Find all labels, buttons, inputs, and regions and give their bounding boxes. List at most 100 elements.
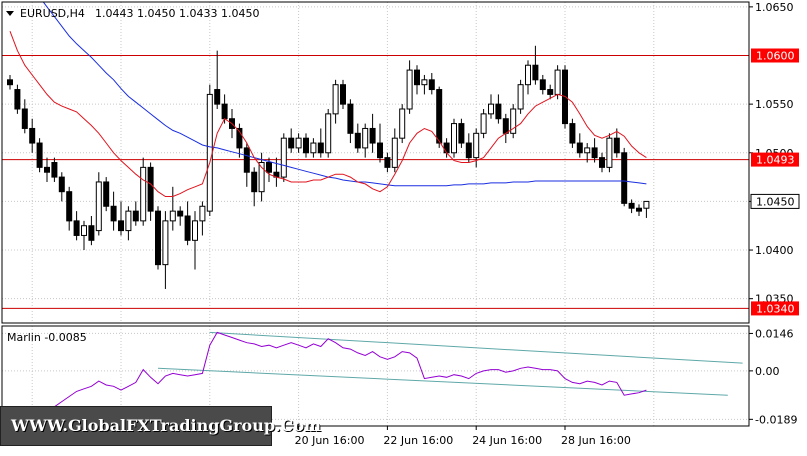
candle-body [606, 137, 613, 168]
candle-body [591, 147, 598, 159]
level-tag [751, 301, 799, 316]
candle-body [636, 207, 642, 212]
candle-body [480, 113, 487, 134]
candle-body [21, 108, 28, 129]
candle [510, 104, 517, 139]
x-tick-label: 22 Jun 16:00 [383, 434, 453, 447]
candle [377, 123, 383, 163]
candle-body [199, 205, 206, 222]
candle-body [539, 79, 546, 91]
candle [325, 109, 332, 158]
candle-body [377, 142, 383, 159]
y-tick-label: 1.0650 [755, 1, 794, 14]
indicator-label: Marlin -0.0085 [7, 331, 87, 344]
candle-body [295, 137, 302, 149]
candle-body [288, 137, 295, 149]
candle-body [118, 220, 124, 232]
candle-body [406, 69, 413, 110]
candle-body [206, 93, 213, 212]
candle [295, 133, 302, 153]
candle-body [554, 69, 561, 95]
candle-body [221, 103, 228, 120]
candle [621, 147, 628, 207]
y-tick-label: 1.0550 [755, 98, 794, 111]
candle [155, 206, 161, 270]
candle-body [236, 127, 243, 149]
candle [199, 201, 206, 236]
candle-body [125, 210, 132, 232]
candle-body [303, 137, 309, 154]
indicator-y-tick-label: -0.0189 [755, 413, 797, 426]
candle-body [369, 127, 376, 144]
candle [236, 123, 243, 158]
candle-body [621, 152, 628, 204]
candle-body [465, 142, 472, 159]
indicator-plot-frame [1, 325, 750, 427]
watermark-text: WWW.GlobalFXTradingGroup.Com [11, 416, 321, 435]
candle [29, 118, 36, 153]
candle-body [576, 142, 583, 154]
trendline[interactable] [157, 367, 728, 396]
candle [465, 133, 472, 163]
candle-body [44, 166, 50, 173]
candle-body [495, 103, 502, 120]
candle-body [280, 137, 287, 178]
candle [495, 94, 502, 124]
candle [147, 162, 154, 221]
indicator-y-tick-label: 0.0146 [755, 327, 794, 340]
candle-body [362, 127, 369, 149]
candle-body [325, 113, 332, 154]
x-tick-label: 28 Jun 16:00 [561, 434, 631, 447]
candle-body [58, 176, 65, 193]
candle-body [73, 220, 80, 236]
x-tick-label: 20 Jun 16:00 [295, 434, 365, 447]
candle-body [88, 225, 95, 241]
candle [369, 113, 376, 153]
candle [7, 74, 13, 90]
candle-body [354, 132, 361, 149]
candle-body [517, 84, 524, 110]
candle-body [473, 132, 480, 159]
candle [399, 104, 406, 144]
candle-body [258, 162, 265, 193]
candle-body [162, 220, 169, 266]
candle-body [399, 108, 406, 139]
candle-body [140, 166, 147, 222]
candle [110, 191, 117, 231]
candle [406, 60, 413, 114]
candle-body [384, 157, 391, 168]
candle [95, 172, 102, 236]
candle [162, 211, 169, 289]
candle [451, 118, 457, 158]
candle [576, 133, 583, 158]
candle [14, 84, 21, 114]
candle [73, 211, 80, 241]
candle [384, 152, 391, 173]
chart-menu-triangle-icon[interactable] [6, 11, 14, 16]
candle-body [547, 89, 554, 95]
trendline[interactable] [209, 331, 743, 364]
candle-body [95, 181, 102, 232]
candle-body [110, 205, 117, 222]
candle-body [613, 137, 620, 154]
candle [243, 143, 250, 187]
candle-body [310, 142, 317, 154]
candle [169, 186, 176, 231]
candle [517, 79, 524, 114]
watermark-box: WWW.GlobalFXTradingGroup.Com [0, 406, 321, 446]
x-tick-label: 24 Jun 16:00 [472, 434, 542, 447]
candle [258, 152, 265, 202]
candle [58, 172, 65, 202]
ohlc-label: 1.0443 1.0450 1.0433 1.0450 [95, 7, 259, 20]
candle-body [436, 89, 443, 144]
candle [192, 211, 198, 270]
candle [532, 45, 539, 85]
candle-body [266, 162, 272, 173]
candle [569, 118, 576, 148]
candle [206, 84, 213, 216]
candle-body [66, 191, 73, 222]
candle [280, 133, 287, 182]
candle [36, 138, 43, 173]
candle [354, 123, 361, 153]
